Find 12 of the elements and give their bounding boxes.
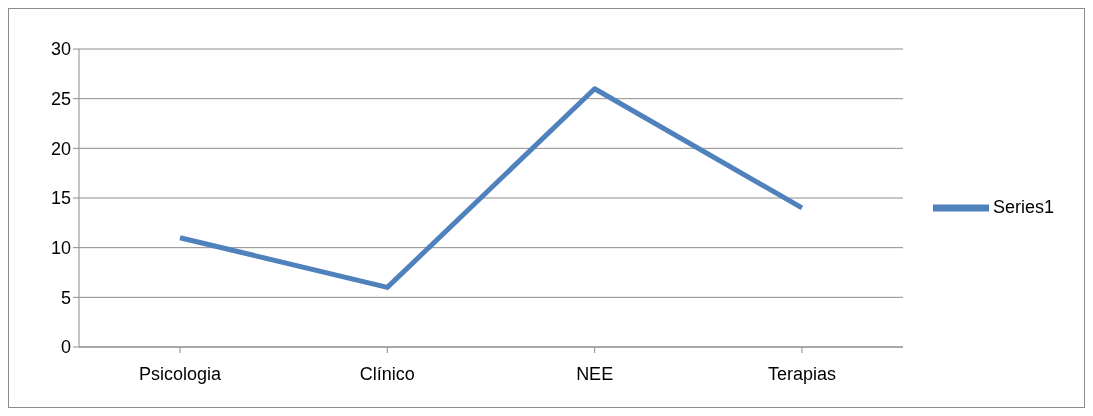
y-tick-label: 0: [60, 337, 71, 358]
x-tick-label: Clínico: [359, 363, 415, 384]
x-tick-label: Terapias: [767, 363, 836, 384]
x-tick-label: NEE: [576, 363, 614, 384]
y-tick-label: 20: [50, 138, 71, 159]
x-tick-label: Psicologia: [138, 363, 223, 384]
legend-label: Series1: [992, 196, 1054, 217]
y-tick-label: 30: [50, 39, 71, 60]
y-tick-label: 5: [60, 287, 71, 308]
y-tick-label: 25: [50, 89, 71, 110]
y-tick-label: 15: [50, 188, 71, 209]
y-tick-label: 10: [50, 238, 71, 259]
